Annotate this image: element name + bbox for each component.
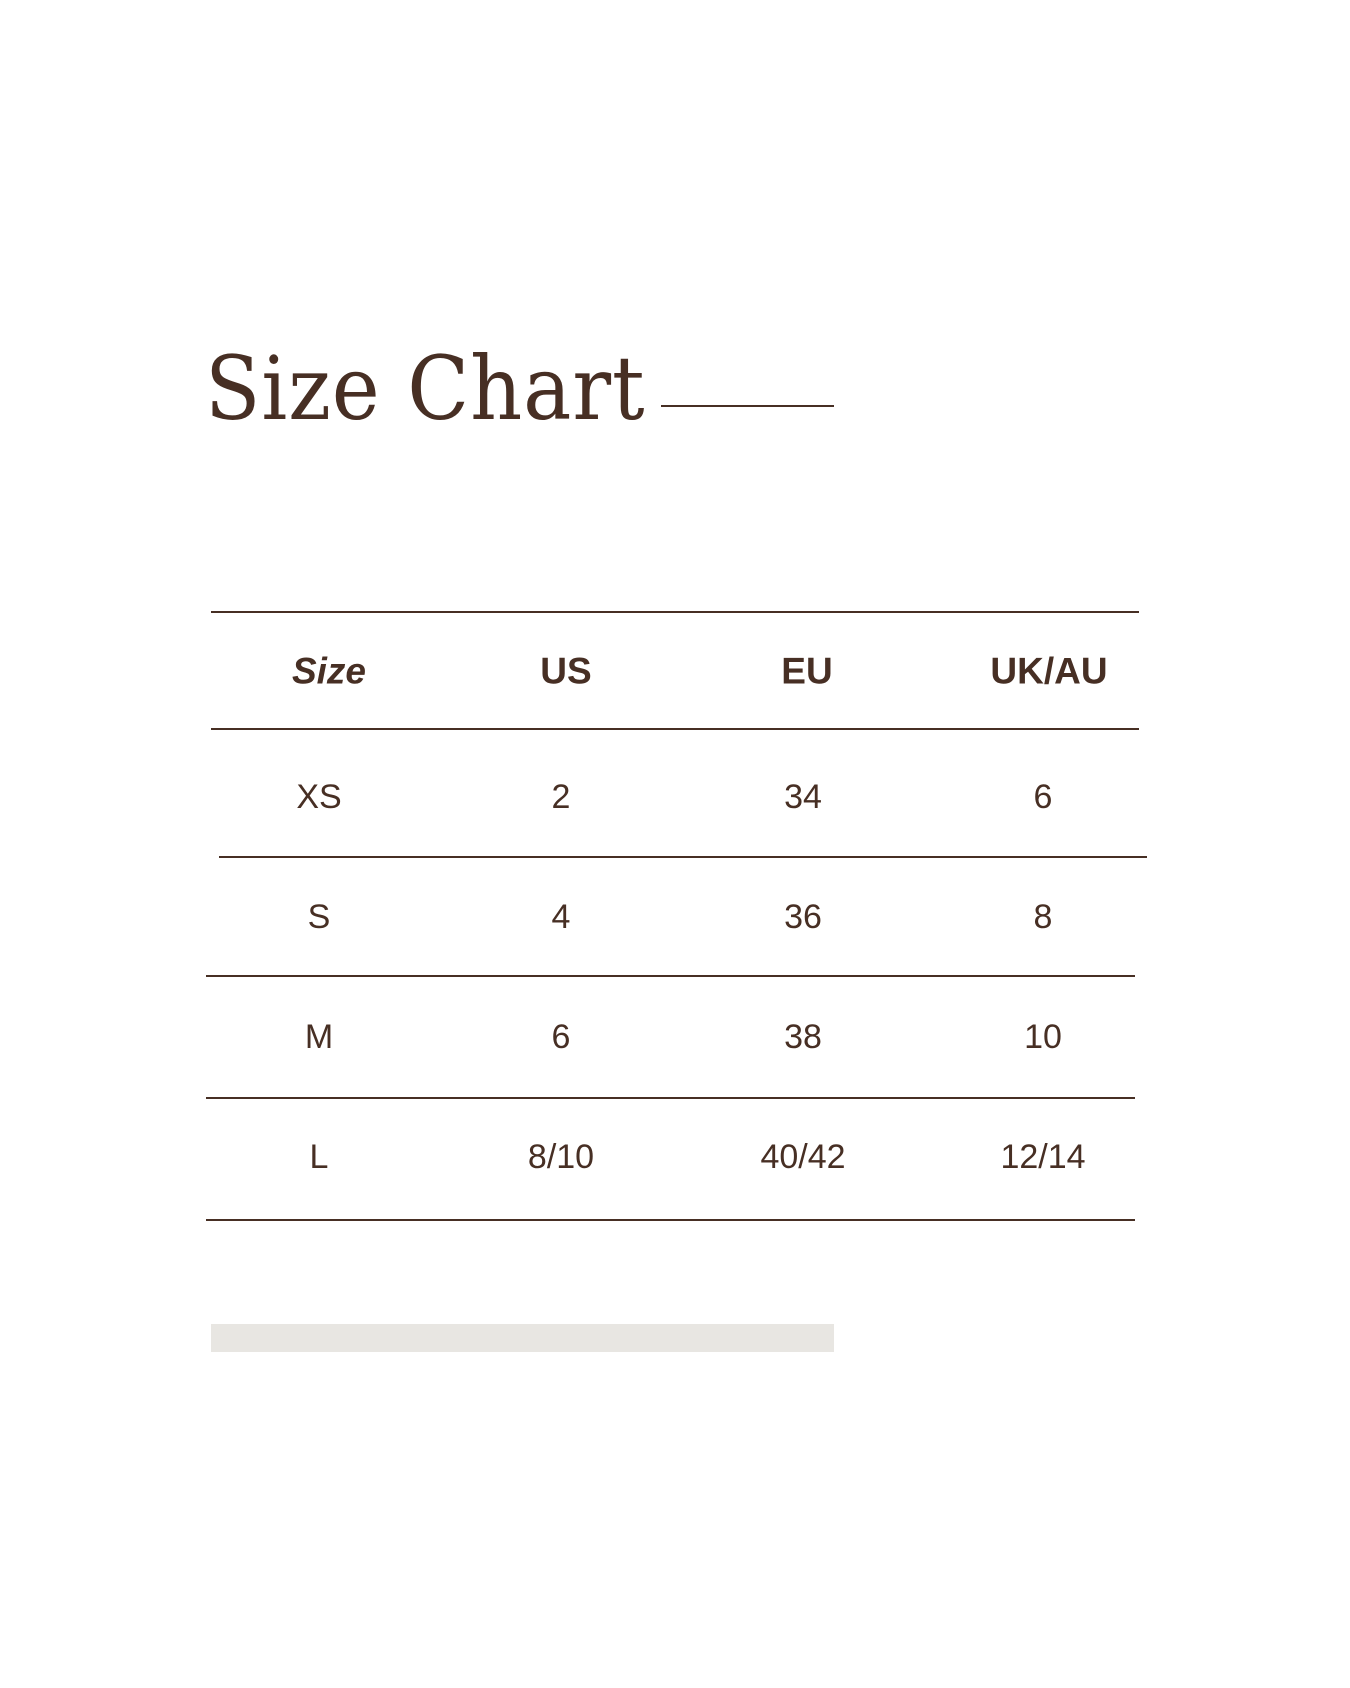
cell-eu: 38 bbox=[784, 1018, 822, 1056]
cell-uk-au: 8 bbox=[1033, 898, 1053, 936]
table-rule bbox=[206, 1219, 1135, 1221]
table-rule bbox=[206, 975, 1135, 977]
cell-size: L bbox=[309, 1138, 329, 1176]
cell-size: S bbox=[307, 898, 331, 936]
decorative-bar bbox=[211, 1324, 834, 1352]
title-divider bbox=[661, 405, 834, 407]
cell-uk-au: 6 bbox=[1033, 778, 1053, 816]
cell-eu: 34 bbox=[784, 778, 822, 816]
cell-uk-au: 10 bbox=[1024, 1018, 1062, 1056]
table-rule bbox=[206, 1097, 1135, 1099]
cell-size: XS bbox=[296, 778, 342, 816]
header-eu: EU bbox=[781, 650, 833, 692]
cell-us: 2 bbox=[551, 778, 571, 816]
cell-uk-au: 12/14 bbox=[1000, 1138, 1086, 1176]
header-uk-au: UK/AU bbox=[990, 650, 1108, 692]
header-us: US bbox=[540, 650, 592, 692]
header-size: Size bbox=[291, 650, 367, 692]
table-rule bbox=[219, 856, 1147, 858]
cell-us: 8/10 bbox=[527, 1138, 595, 1176]
cell-eu: 36 bbox=[784, 898, 822, 936]
cell-us: 6 bbox=[551, 1018, 571, 1056]
cell-us: 4 bbox=[551, 898, 571, 936]
page-title: Size Chart bbox=[205, 337, 646, 440]
cell-size: M bbox=[304, 1018, 334, 1056]
cell-eu: 40/42 bbox=[760, 1138, 846, 1176]
table-rule bbox=[211, 728, 1139, 730]
table-rule bbox=[211, 611, 1139, 613]
